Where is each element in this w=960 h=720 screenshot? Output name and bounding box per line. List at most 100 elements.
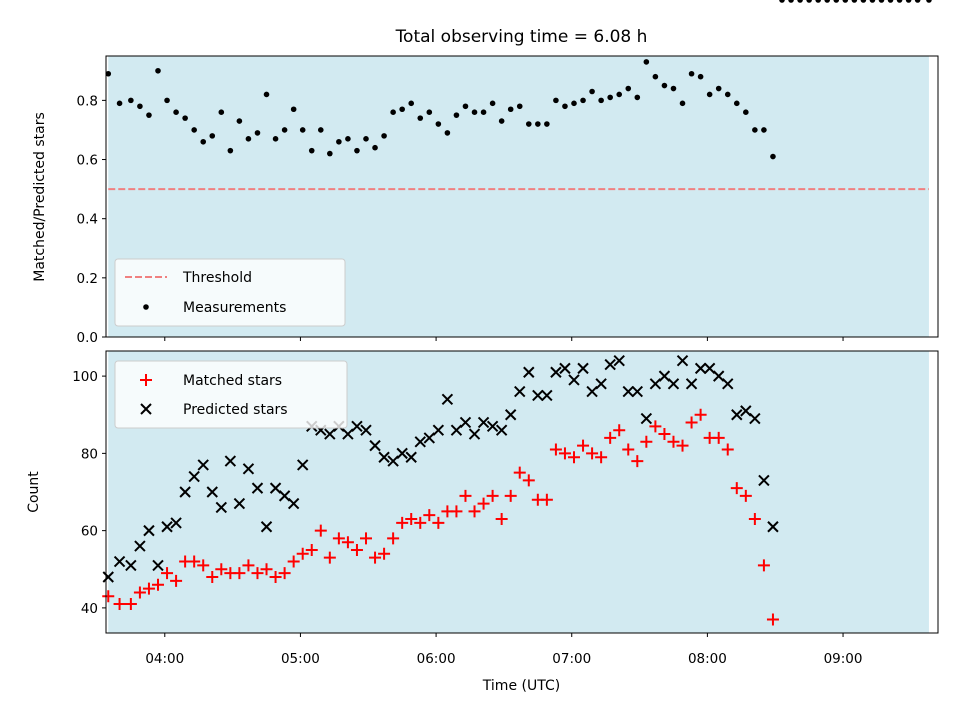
matched-star-point <box>251 567 264 580</box>
matched-star-point <box>432 516 445 529</box>
bottom-axes: 40 60 80 100 04:00 05:00 06:00 07:00 08:00 09:00… <box>26 350 939 694</box>
y-tick-label: 60 <box>81 524 98 540</box>
measurement-point <box>580 97 586 104</box>
matched-star-point <box>314 524 327 537</box>
predicted-star-point <box>486 420 499 433</box>
matched-star-point <box>323 551 336 564</box>
predicted-star-point <box>179 486 191 498</box>
predicted-star-point <box>396 447 408 460</box>
x-tick-label: 06:00 <box>417 651 456 667</box>
predicted-star-point <box>143 524 155 537</box>
matched-star-point <box>124 598 137 611</box>
predicted-star-point <box>459 416 472 429</box>
measurement-point <box>770 153 776 160</box>
count-series <box>102 356 779 626</box>
matched-star-point <box>396 516 409 529</box>
top-x-axis <box>164 337 844 341</box>
bottom-y-axis-label: Count <box>26 471 42 513</box>
predicted-star-point <box>170 517 182 529</box>
measurement-point <box>272 136 279 142</box>
predicted-star-point <box>740 405 752 417</box>
measurements-legend-label: Measurements <box>183 300 286 316</box>
matched-star-point <box>667 435 680 448</box>
matched-star-point <box>513 466 526 479</box>
bottom-axes-frame <box>105 350 939 634</box>
measurement-point <box>661 82 668 89</box>
measurement-point <box>607 94 613 101</box>
measurement-point <box>164 97 170 104</box>
matched-star-point <box>206 570 219 583</box>
matched-star-point <box>142 582 155 595</box>
measurement-point <box>417 115 424 121</box>
matched-star-point <box>622 443 635 456</box>
matched-star-point <box>766 613 779 626</box>
matched-star-point <box>468 505 481 518</box>
predicted-star-point <box>450 424 463 436</box>
predicted-star-point <box>712 370 725 382</box>
measurement-point <box>779 0 785 3</box>
matched-star-point <box>568 451 580 464</box>
measurement-point <box>598 97 604 104</box>
matched-star-point <box>102 590 115 603</box>
predicted-star-point <box>378 451 390 463</box>
measurements-legend-swatch <box>143 304 149 310</box>
y-tick-label: 40 <box>81 601 98 617</box>
measurement-point <box>254 130 261 136</box>
predicted-star-point <box>405 451 417 463</box>
matched-star-point <box>595 451 608 464</box>
matched-star-point <box>739 489 752 502</box>
matched-star-point <box>369 551 382 564</box>
y-tick-label: 80 <box>81 446 98 462</box>
predicted-star-point <box>387 455 399 467</box>
measurement-point <box>263 91 270 98</box>
x-tick-label: 09:00 <box>824 651 863 667</box>
measurement-point <box>896 0 903 3</box>
top-legend: Threshold Measurements <box>114 258 346 327</box>
matched-star-point <box>748 513 761 526</box>
predicted-star-point <box>649 378 662 390</box>
measurement-point <box>589 88 595 95</box>
measurement-point <box>688 70 695 77</box>
measurement-point <box>914 0 921 3</box>
matched-star-point <box>278 567 291 580</box>
predicted-legend-swatch <box>140 403 152 415</box>
measurement-point <box>105 70 112 77</box>
matched-star-point <box>495 513 508 526</box>
predicted-star-point <box>731 409 743 421</box>
matched-star-point <box>188 555 201 568</box>
predicted-star-point <box>559 362 571 375</box>
y-tick-label: 100 <box>72 369 98 385</box>
measurement-point <box>562 103 568 110</box>
predicted-star-point <box>278 490 291 502</box>
predicted-star-point <box>224 455 237 467</box>
matched-star-point <box>504 489 517 502</box>
measurement-point <box>336 138 342 145</box>
matched-star-point <box>387 532 400 545</box>
predicted-star-point <box>287 497 300 510</box>
predicted-star-point <box>722 378 734 390</box>
measurement-point <box>652 73 659 80</box>
measurement-point <box>281 127 288 133</box>
predicted-star-point <box>595 378 607 390</box>
measurement-point <box>743 109 749 115</box>
predicted-star-point <box>342 428 354 440</box>
measurement-point <box>697 73 704 80</box>
measurement-point <box>715 85 722 92</box>
measurement-point <box>797 0 803 3</box>
measurement-point <box>752 127 758 133</box>
measurement-point <box>444 130 451 136</box>
measurement-point <box>200 138 207 145</box>
matched-legend-swatch <box>140 374 152 386</box>
measurement-point <box>245 136 252 142</box>
matched-star-point <box>757 559 770 572</box>
measurement-point <box>489 100 496 107</box>
matched-star-point <box>215 563 228 576</box>
measurement-point <box>209 133 216 139</box>
predicted-star-point <box>161 521 173 533</box>
x-tick-label: 07:00 <box>552 651 591 667</box>
matched-star-point <box>152 578 164 591</box>
predicted-star-point <box>113 555 126 568</box>
matched-star-point <box>522 474 535 487</box>
predicted-star-point <box>676 354 689 367</box>
matched-star-point <box>450 505 463 518</box>
